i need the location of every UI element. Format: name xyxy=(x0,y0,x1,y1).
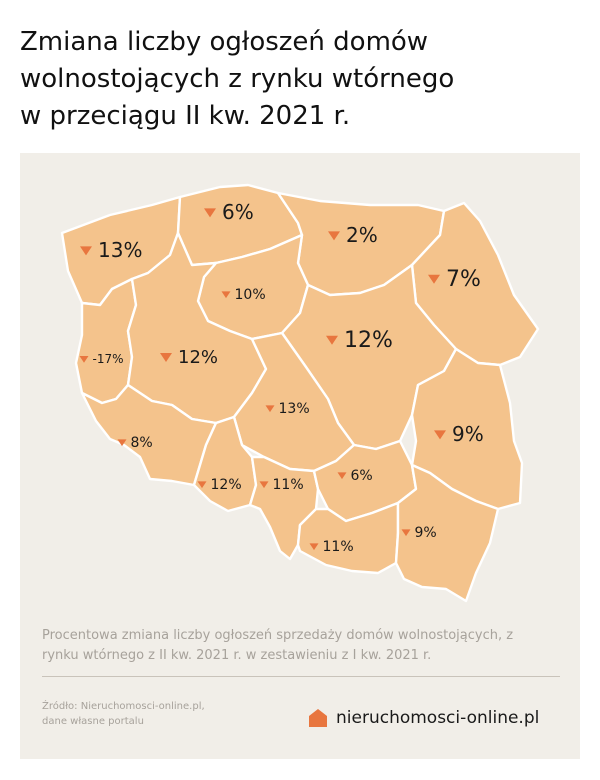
source-line: Źródło: Nieruchomosci-online.pl, xyxy=(42,701,205,712)
source-note: Źródło: Nieruchomosci-online.pl, dane wł… xyxy=(42,699,282,729)
region-value-podkarpackie: 9% xyxy=(415,525,437,541)
decrease-marker-icon xyxy=(265,405,275,413)
page-title: Zmiana liczby ogłoszeń domów wolnostojąc… xyxy=(20,24,590,135)
region-value-opolskie: 12% xyxy=(211,477,242,493)
decrease-marker-icon xyxy=(337,472,347,480)
decrease-marker-icon xyxy=(428,274,440,284)
poland-map: 13% 6% 2% 7% 10% -17% 12% 12% 13% 8% 9% 12% 11% 6% 11%… xyxy=(60,183,540,603)
region-podkarpackie xyxy=(394,463,500,603)
title-line: wolnostojących z rynku wtórnego xyxy=(20,64,455,94)
decrease-marker-icon xyxy=(328,231,340,241)
title-line: Zmiana liczby ogłoszeń domów xyxy=(20,27,429,57)
region-value-wielkopolskie: 12% xyxy=(178,347,218,368)
brand-name: nieruchomosci-online.pl xyxy=(336,708,540,728)
decrease-marker-icon xyxy=(434,430,446,440)
region-value-lodzkie: 13% xyxy=(279,401,310,417)
decrease-marker-icon xyxy=(309,543,319,551)
decrease-marker-icon xyxy=(117,439,127,447)
decrease-marker-icon xyxy=(401,529,411,537)
region-value-lubelskie: 9% xyxy=(452,422,484,446)
brand-logo[interactable]: nieruchomosci-online.pl xyxy=(308,706,539,730)
region-value-warminsko-mazurskie: 2% xyxy=(346,223,378,247)
region-value-kujawsko-pomorskie: 10% xyxy=(235,287,266,303)
decrease-marker-icon xyxy=(160,353,172,363)
caption-line: rynku wtórnego z II kw. 2021 r. w zestaw… xyxy=(42,648,432,663)
decrease-marker-icon xyxy=(259,481,269,489)
decrease-marker-icon xyxy=(221,291,231,299)
decrease-marker-icon xyxy=(326,335,338,345)
decrease-marker-icon xyxy=(79,356,89,363)
region-value-slaskie: 11% xyxy=(273,477,304,493)
house-icon xyxy=(309,709,327,727)
decrease-marker-icon xyxy=(80,246,92,256)
map-caption: Procentowa zmiana liczby ogłoszeń sprzed… xyxy=(42,626,562,666)
region-value-podlaskie: 7% xyxy=(446,267,481,292)
region-value-pomorskie: 6% xyxy=(222,200,254,224)
region-value-malopolskie: 11% xyxy=(323,539,354,555)
region-opolskie xyxy=(192,415,258,513)
region-value-swietokrzyskie: 6% xyxy=(351,468,373,484)
region-value-zachodniopomorskie: 13% xyxy=(98,238,142,262)
map-panel: 13% 6% 2% 7% 10% -17% 12% 12% 13% 8% 9% 12% 11% 6% 11%… xyxy=(20,153,580,759)
region-value-lubuskie: -17% xyxy=(93,352,124,366)
divider xyxy=(42,676,560,677)
decrease-marker-icon xyxy=(197,481,207,489)
caption-line: Procentowa zmiana liczby ogłoszeń sprzed… xyxy=(42,628,514,643)
region-value-mazowieckie: 12% xyxy=(344,328,393,353)
title-line: w przeciągu II kw. 2021 r. xyxy=(20,101,351,131)
region-value-dolnoslaskie: 8% xyxy=(131,435,153,451)
source-line: dane własne portalu xyxy=(42,716,144,727)
decrease-marker-icon xyxy=(204,208,216,218)
